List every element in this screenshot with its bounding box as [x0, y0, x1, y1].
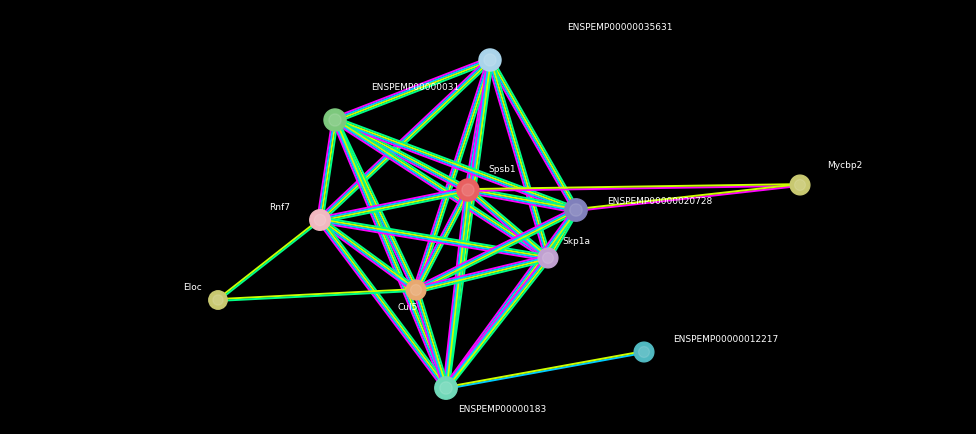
Circle shape — [791, 175, 810, 195]
Circle shape — [638, 346, 649, 358]
Circle shape — [309, 210, 330, 230]
Text: Eloc: Eloc — [183, 283, 201, 293]
Circle shape — [570, 204, 583, 216]
Circle shape — [543, 253, 553, 263]
Text: ENSPEMP00000183: ENSPEMP00000183 — [458, 405, 547, 414]
Text: ENSPEMP00000020728: ENSPEMP00000020728 — [607, 197, 712, 207]
Circle shape — [457, 179, 479, 201]
Circle shape — [565, 199, 588, 221]
Circle shape — [634, 342, 654, 362]
Circle shape — [484, 54, 496, 66]
Text: ENSPEMP00000035631: ENSPEMP00000035631 — [567, 23, 672, 33]
Text: Rnf7: Rnf7 — [269, 204, 291, 213]
Circle shape — [406, 280, 426, 300]
Text: ENSPEMP00000012217: ENSPEMP00000012217 — [673, 335, 779, 345]
Circle shape — [794, 180, 805, 191]
Circle shape — [440, 382, 452, 394]
Circle shape — [411, 285, 422, 296]
Circle shape — [314, 214, 326, 226]
Text: Skp1a: Skp1a — [562, 237, 590, 247]
Circle shape — [462, 184, 474, 196]
Circle shape — [324, 109, 346, 131]
Circle shape — [329, 114, 342, 126]
Circle shape — [538, 248, 558, 268]
Circle shape — [479, 49, 501, 71]
Text: Spsb1: Spsb1 — [488, 165, 515, 174]
Circle shape — [434, 377, 457, 399]
Text: Mycbp2: Mycbp2 — [828, 161, 863, 170]
Text: Cul5: Cul5 — [398, 303, 418, 312]
Text: ENSPEMP00000031: ENSPEMP00000031 — [371, 83, 459, 92]
Circle shape — [213, 295, 224, 305]
Circle shape — [209, 291, 227, 309]
